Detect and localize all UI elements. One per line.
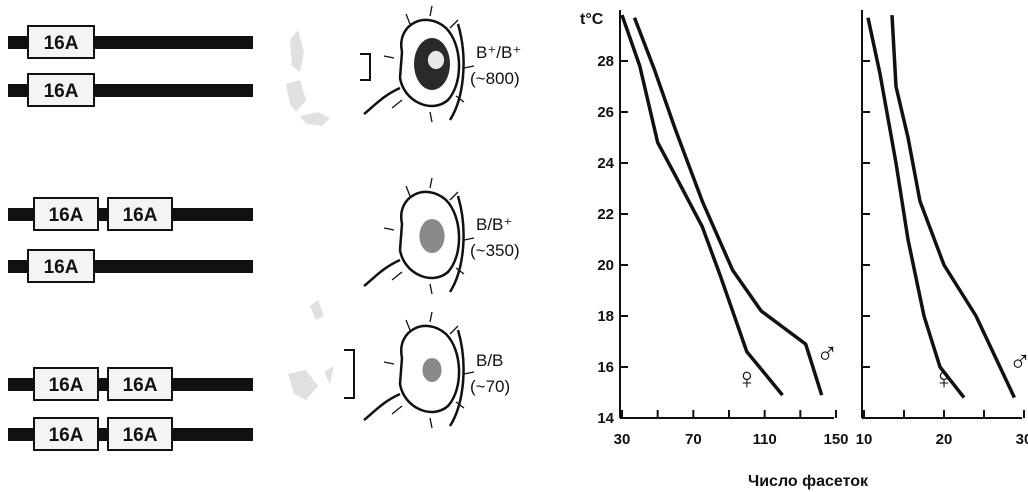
band-label: 16A [123, 375, 158, 396]
y-tick-label: 18 [597, 308, 614, 325]
band-16a [33, 367, 99, 401]
fly-head-wild [363, 5, 475, 123]
bracket [344, 349, 355, 399]
fly-head-hetero [363, 177, 475, 295]
female-symbol: ♀ [933, 363, 956, 396]
ommatidia-count: (~350) [470, 241, 520, 260]
x-tick-label: 150 [823, 431, 848, 448]
series-female-line [620, 14, 784, 397]
y-tick-label: 14 [597, 410, 614, 427]
compound-eye [419, 219, 445, 253]
band-label: 16A [49, 425, 84, 446]
bracket [360, 53, 371, 81]
genotype-wild: 16A 16A B⁺/B⁺ (~800) [8, 5, 521, 126]
y-tick-label: 24 [597, 155, 614, 172]
x-tick-label: 30 [1016, 431, 1028, 448]
female-symbol: ♀ [736, 363, 759, 396]
faint-head-sketch [286, 30, 330, 126]
genotype-hetero: 16A 16A 16A B/B⁺ (~350) [8, 177, 520, 295]
compound-eye-shape [419, 219, 445, 253]
genotype-label: B/B⁺ [476, 215, 512, 234]
ommatidia-count: (~800) [470, 69, 520, 88]
y-tick-label: 22 [597, 206, 614, 223]
compound-eye [414, 38, 450, 90]
x-tick-label: 20 [936, 431, 953, 448]
band-label: 16A [49, 205, 84, 226]
x-axis-title: Число фасеток [748, 473, 869, 490]
band-16a [33, 197, 99, 231]
band-16a [27, 25, 95, 59]
male-symbol: ♂ [1009, 345, 1028, 378]
compound-eye [422, 358, 442, 382]
y-tick-label: 20 [597, 257, 614, 274]
band-label: 16A [123, 425, 158, 446]
band-label: 16A [44, 33, 79, 54]
x-tick-label: 70 [685, 431, 702, 448]
male-symbol: ♂ [816, 338, 839, 371]
band-16a [27, 73, 95, 107]
y-tick-label: 26 [597, 104, 614, 121]
y-tick-label: 16 [597, 359, 614, 376]
y-tick-label: 28 [597, 53, 614, 70]
fly-head-homo [363, 311, 475, 429]
x-tick-label: 110 [753, 431, 777, 448]
band-label: 16A [49, 375, 84, 396]
eye-highlight [427, 50, 445, 70]
compound-eye-shape [422, 358, 442, 382]
genotype-homo: 16A 16A 16A 16A B/B (~70) [8, 300, 510, 451]
genotype-label: B/B [476, 351, 503, 370]
band-16a [33, 417, 99, 451]
band-label: 16A [44, 257, 79, 278]
genotype-label: B⁺/B⁺ [476, 43, 521, 62]
band-16a [27, 249, 95, 283]
band-16a [107, 197, 173, 231]
y-axis-title: t°C [580, 11, 604, 28]
series-male-line [890, 15, 1016, 399]
band-label: 16A [44, 81, 79, 102]
ommatidia-count: (~70) [470, 377, 510, 396]
x-tick-label: 30 [614, 431, 631, 448]
x-tick-label: 10 [856, 431, 873, 448]
series-male-line [632, 17, 824, 396]
chart-right: 10 20 30 ♀ ♂ [856, 10, 1028, 448]
series-female-line [866, 17, 966, 399]
band-16a [107, 367, 173, 401]
chart-left: 14 16 18 20 22 24 26 28 30 70 110 150 t°C Число фасет… [580, 10, 869, 490]
faint-head-sketch [288, 300, 334, 400]
band-label: 16A [123, 205, 158, 226]
band-16a [107, 417, 173, 451]
